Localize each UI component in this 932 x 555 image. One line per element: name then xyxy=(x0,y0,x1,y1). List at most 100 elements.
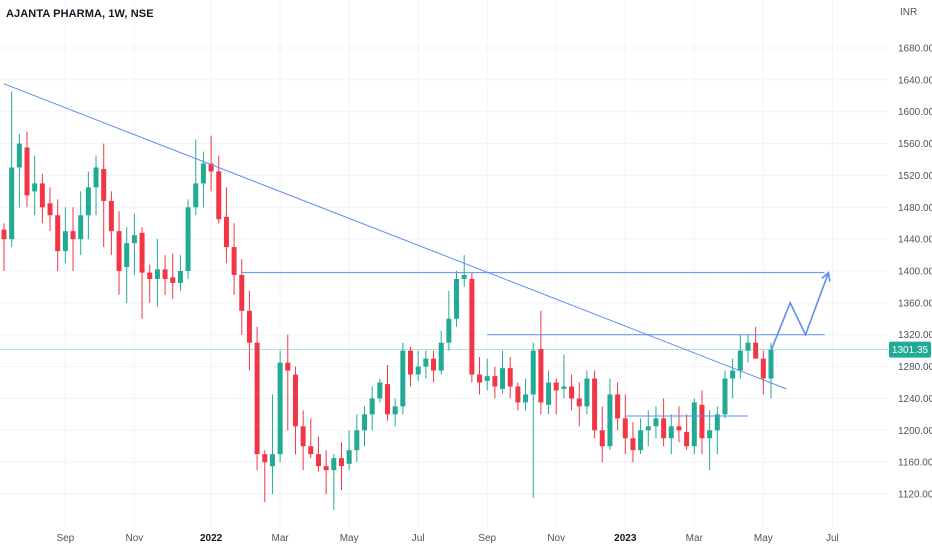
candle-body xyxy=(530,350,536,395)
candle xyxy=(530,342,536,498)
candle-body xyxy=(323,466,329,471)
candle xyxy=(1,223,7,271)
candle xyxy=(32,155,38,216)
candle-body xyxy=(615,394,621,419)
chart-title: AJANTA PHARMA, 1W, NSE xyxy=(6,8,154,20)
candle xyxy=(438,330,444,375)
candle xyxy=(431,350,437,383)
candle-body xyxy=(454,278,460,319)
trendline xyxy=(3,83,787,390)
candle xyxy=(630,422,636,463)
candle-body xyxy=(16,143,22,168)
candle-body xyxy=(162,269,168,279)
projection-path xyxy=(770,272,830,351)
candle-body xyxy=(108,200,114,232)
candle-body xyxy=(24,147,30,196)
y-tick-label: 1440.00 xyxy=(898,235,932,246)
candle xyxy=(208,135,214,192)
candle-body xyxy=(760,358,766,379)
y-tick-label: 1200.00 xyxy=(898,426,932,437)
candle-body xyxy=(9,167,15,240)
candle-body xyxy=(154,269,160,279)
candle-body xyxy=(684,431,690,447)
candle-body xyxy=(592,378,598,431)
gridlines xyxy=(0,0,888,528)
candle xyxy=(661,398,667,447)
candle xyxy=(546,370,552,415)
candle xyxy=(354,414,360,463)
candle-body xyxy=(208,163,214,172)
candle xyxy=(561,354,567,399)
candle-body xyxy=(553,382,559,391)
candle xyxy=(446,290,452,351)
y-tick-label: 1680.00 xyxy=(898,44,932,55)
candle-body xyxy=(538,349,544,403)
candle xyxy=(193,139,199,216)
candle-body xyxy=(730,370,736,379)
candle xyxy=(108,191,114,256)
x-tick-label: Mar xyxy=(272,533,290,544)
price-axis[interactable]: INR 1120.00 1160.00 1200.00 1240.00 1280.00 1… xyxy=(898,7,932,501)
candle-body xyxy=(546,382,552,405)
candle xyxy=(569,374,575,411)
last-price-value: 1301.35 xyxy=(892,345,929,356)
y-tick-label: 1520.00 xyxy=(898,171,932,182)
candle xyxy=(62,207,68,264)
candle-body xyxy=(116,231,122,271)
candle-body xyxy=(346,450,352,464)
candle xyxy=(615,382,621,431)
x-tick-label: Jul xyxy=(826,533,839,544)
candle xyxy=(39,173,45,224)
candle-body xyxy=(361,414,367,431)
price-line: 1301.35 xyxy=(0,341,931,358)
candle-body xyxy=(85,187,91,216)
candle xyxy=(216,155,222,224)
candle xyxy=(707,410,713,471)
candle xyxy=(523,378,529,411)
candle-body xyxy=(492,376,498,387)
candle-body xyxy=(354,430,360,451)
candle xyxy=(361,406,367,447)
time-axis[interactable]: Sep Nov 2022 Mar May Jul Sep Nov 2023 Mar May Jul xyxy=(56,533,838,544)
candle-body xyxy=(438,342,444,371)
candle-body xyxy=(269,454,275,467)
candle xyxy=(714,406,720,455)
candles[interactable] xyxy=(1,91,774,510)
candle-body xyxy=(638,430,644,451)
candle-body xyxy=(461,274,467,279)
candle-body xyxy=(369,398,375,415)
candle xyxy=(154,239,160,307)
candle xyxy=(139,227,145,319)
candle-body xyxy=(55,215,61,252)
candle-body xyxy=(131,235,137,244)
candle xyxy=(323,450,329,494)
candle-body xyxy=(338,458,344,467)
y-tick-label: 1600.00 xyxy=(898,107,932,118)
candle xyxy=(691,398,697,455)
x-tick-label: Nov xyxy=(547,533,565,544)
candle-body xyxy=(653,418,659,427)
x-tick-label: May xyxy=(754,533,773,544)
y-tick-label: 1360.00 xyxy=(898,298,932,309)
candle xyxy=(85,171,91,240)
candle xyxy=(507,357,513,399)
candle-body xyxy=(607,394,613,447)
candle-body xyxy=(185,207,191,271)
x-tick-label: 2022 xyxy=(200,533,223,544)
candle xyxy=(515,382,521,411)
candle-body xyxy=(484,376,490,381)
candle-body xyxy=(569,386,575,399)
candle xyxy=(308,418,314,459)
candle xyxy=(607,378,613,451)
candle xyxy=(408,346,414,387)
candle-body xyxy=(645,426,651,431)
candle-body xyxy=(745,342,751,351)
candle-body xyxy=(193,183,199,208)
candle-body xyxy=(200,163,206,184)
candle xyxy=(584,370,590,415)
candle xyxy=(246,290,252,371)
candle-body xyxy=(699,404,705,439)
candle xyxy=(346,430,352,471)
